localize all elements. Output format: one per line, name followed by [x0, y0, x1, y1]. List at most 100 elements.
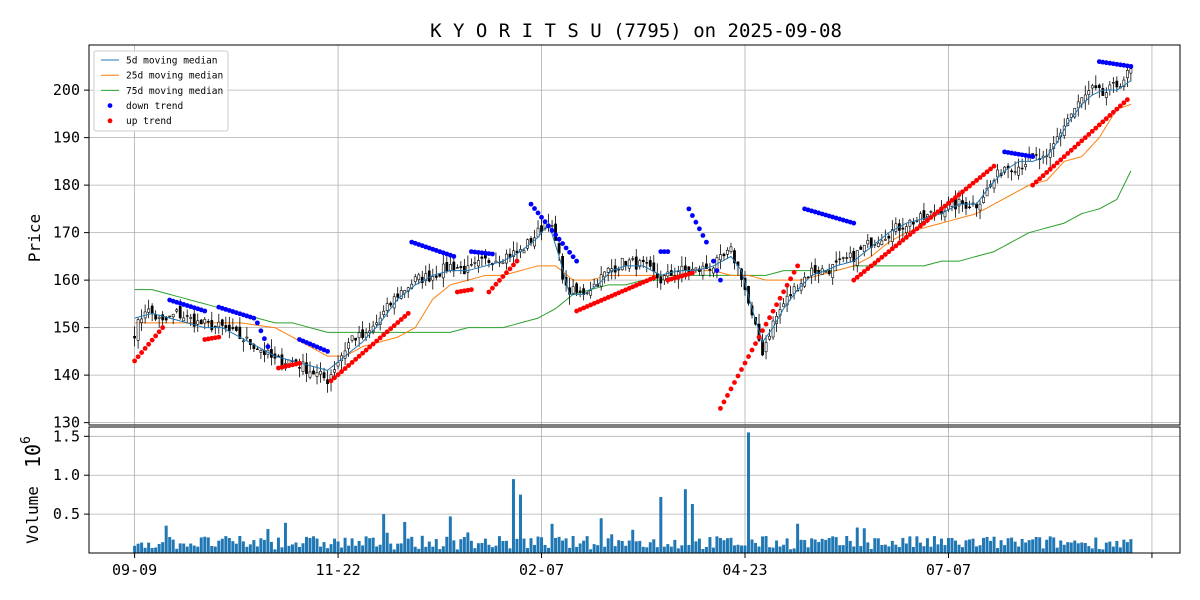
down-trend-point [714, 268, 720, 274]
volume-bar [413, 546, 417, 553]
volume-bar [329, 544, 333, 553]
volume-bar [154, 547, 158, 553]
down-trend-point [325, 348, 330, 354]
volume-bar [522, 538, 526, 553]
volume-bar [964, 540, 968, 553]
volume-bar [441, 546, 445, 553]
up-trend-point [1065, 151, 1071, 156]
down-trend-point [574, 258, 580, 264]
volume-bar [680, 545, 684, 553]
volume-bar [434, 539, 438, 553]
volume-bar [915, 536, 919, 553]
up-trend-point [507, 266, 513, 272]
volume-bar [1041, 548, 1045, 553]
price-tick-label: 170 [53, 224, 80, 242]
volume-bar [410, 536, 414, 553]
candle-body [308, 371, 312, 378]
candle-body [178, 306, 182, 319]
volume-bar [575, 546, 579, 553]
up-trend-point [753, 341, 758, 347]
volume-bar [540, 537, 544, 553]
down-trend-point [539, 214, 544, 220]
volume-bar [953, 540, 957, 553]
volume-bar [518, 494, 522, 553]
volume-bar [368, 538, 372, 553]
up-trend-point [1086, 132, 1092, 137]
candle-body [1031, 153, 1035, 155]
up-trend-point [391, 323, 397, 329]
volume-bar [382, 514, 386, 553]
volume-bar [827, 537, 831, 553]
up-trend-point [339, 369, 344, 375]
up-trend-point [1058, 157, 1064, 163]
volume-bar [1017, 546, 1021, 553]
volume-bar [210, 545, 214, 553]
volume-bar [308, 537, 312, 553]
volume-bar [862, 528, 866, 553]
volume-bar [631, 529, 635, 553]
up-trend-point [977, 175, 983, 180]
volume-bar [782, 544, 786, 553]
volume-bar [1118, 547, 1122, 553]
candle-body [687, 266, 691, 273]
legend-label-up: up trend [126, 116, 172, 127]
volume-bar [848, 540, 852, 553]
volume-bar [610, 534, 614, 553]
down-trend-point [258, 328, 264, 334]
up-trend-point [728, 386, 734, 392]
up-trend-point [900, 237, 906, 243]
volume-bar [810, 538, 814, 553]
candle-body [417, 274, 421, 280]
up-trend-point [384, 329, 390, 335]
down-trend-point [658, 249, 664, 255]
up-trend-point [981, 172, 986, 178]
volume-bar [985, 536, 989, 553]
candle-body [901, 227, 905, 230]
volume-bar [231, 541, 235, 553]
volume-bar [504, 540, 508, 553]
candle-body [719, 254, 722, 261]
candle-body [817, 270, 821, 274]
volume-bar [982, 537, 986, 553]
down-trend-point [546, 223, 551, 229]
volume-bar [869, 548, 873, 553]
volume-bar [350, 538, 354, 553]
candle-body [206, 321, 210, 323]
candle-body [382, 310, 386, 316]
up-trend-point [1082, 135, 1088, 141]
volume-bar [280, 547, 284, 553]
candle-body [1020, 167, 1024, 170]
candle-body [1125, 70, 1129, 79]
up-trend-point [851, 277, 857, 283]
down-trend-point [563, 245, 569, 251]
candle-body [694, 267, 698, 271]
volume-bar [389, 543, 393, 553]
ma5-line [134, 80, 1132, 371]
up-trend-point [886, 249, 892, 255]
volume-bar [722, 540, 726, 553]
candle-body [455, 267, 459, 269]
volume-bar [978, 545, 982, 553]
volume-bar [989, 540, 993, 553]
volume-bar [459, 539, 463, 553]
up-trend-point [1107, 113, 1113, 118]
up-trend-point [374, 338, 380, 344]
up-trend-point [500, 274, 506, 279]
up-trend-point [721, 399, 727, 405]
candle-body [961, 200, 964, 205]
ma75-line [134, 170, 1132, 333]
volume-bar [1076, 543, 1080, 553]
volume-bar [490, 547, 494, 553]
volume-y-ticks: 0.5 1.0 1.5 [53, 427, 89, 523]
candle-body [1017, 166, 1021, 176]
volume-bar [536, 536, 540, 553]
candle-body [876, 242, 880, 247]
volume-bar [203, 536, 207, 553]
volume-bar [831, 536, 835, 553]
volume-bar [757, 546, 761, 553]
up-trend-point [497, 278, 502, 283]
volume-bar [1031, 539, 1035, 553]
candle-body [785, 295, 789, 306]
down-trend-point [693, 219, 699, 225]
volume-bar [697, 538, 701, 553]
